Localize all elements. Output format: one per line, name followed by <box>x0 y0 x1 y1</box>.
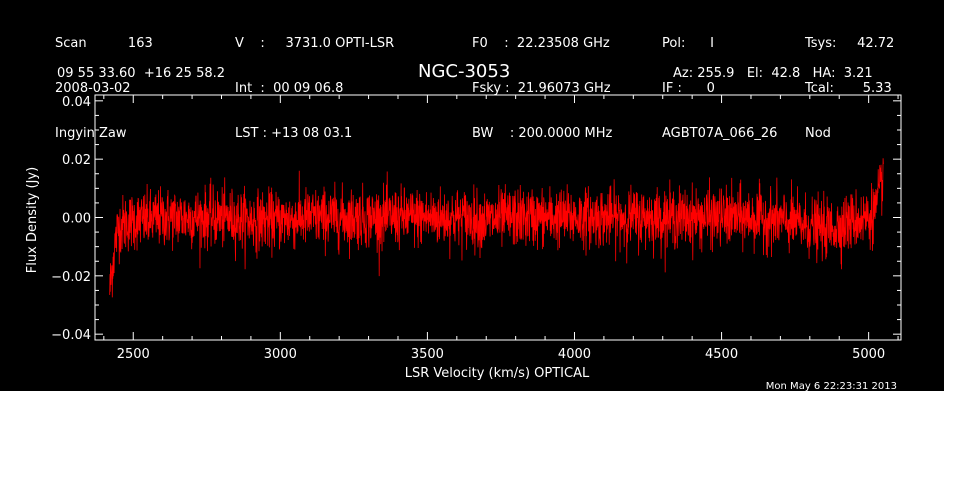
timestamp: Mon May 6 22:23:31 2013 <box>766 381 897 391</box>
tcal-line: Tcal: 5.33 <box>805 81 892 96</box>
x-tick-label: 2500 <box>117 347 150 362</box>
scan-line: Scan 163 <box>55 36 153 51</box>
coordinates: 09 55 33.60 +16 25 58.2 <box>57 66 226 81</box>
observer-line: Ingyin Zaw <box>55 126 127 141</box>
x-tick-label: 5000 <box>852 347 885 362</box>
date-line: 2008-03-02 <box>55 81 131 96</box>
y-tick-label: 0.04 <box>62 95 91 110</box>
x-tick-label: 4000 <box>558 347 591 362</box>
x-axis-label: LSR Velocity (km/s) OPTICAL <box>405 366 590 381</box>
header-col-tsys: Tsys: 42.72 Tcal: 5.33 Nod <box>805 6 894 171</box>
x-tick-label: 3500 <box>411 347 444 362</box>
y-axis-label: Flux Density (Jy) <box>25 167 40 273</box>
y-tick-label: −0.02 <box>51 270 91 285</box>
y-tick-label: 0.00 <box>62 212 91 227</box>
x-tick-label: 4500 <box>705 347 738 362</box>
velocity-line: V : 3731.0 OPTI-LSR <box>235 36 395 51</box>
project-line: AGBT07A_066_26 <box>662 126 778 141</box>
header-col-scan: Scan 163 2008-03-02 Ingyin Zaw <box>55 6 153 171</box>
y-tick-label: 0.02 <box>62 153 91 168</box>
header-col-velocity: V : 3731.0 OPTI-LSR Int : 00 09 06.8 LST… <box>235 6 394 171</box>
mode-line: Nod <box>805 126 831 141</box>
tsys-line: Tsys: 42.72 <box>805 36 895 51</box>
lst-line: LST : +13 08 03.1 <box>235 126 353 141</box>
ticks-layer: 2500 3000 3500 4000 4500 5000 −0.04 −0.02 0.00 0.… <box>51 95 901 362</box>
if-line: IF : 0 <box>662 81 715 96</box>
x-tick-label: 3000 <box>264 347 297 362</box>
source-name: NGC-3053 <box>418 61 511 82</box>
header-col-frequency: F0 : 22.23508 GHz Fsky : 21.96073 GHz BW… <box>472 6 612 171</box>
spectrum-plot: 2500 3000 3500 4000 4500 5000 −0.04 −0.02 0.00 0.… <box>25 94 902 391</box>
y-tick-label: −0.04 <box>51 328 91 343</box>
series-layer <box>109 158 884 298</box>
bandwidth-line: BW : 200.0000 MHz <box>472 126 613 141</box>
f0-line: F0 : 22.23508 GHz <box>472 36 610 51</box>
fsky-line: Fsky : 21.96073 GHz <box>472 81 611 96</box>
integration-line: Int : 00 09 06.8 <box>235 81 344 96</box>
az-el-ha: Az: 255.9 El: 42.8 HA: 3.21 <box>673 66 873 81</box>
pol-line: Pol: I <box>662 36 714 51</box>
header-col-polarization: Pol: I IF : 0 AGBT07A_066_26 <box>662 6 777 171</box>
spectrum-series-line <box>109 158 884 298</box>
plot-canvas: Scan 163 2008-03-02 Ingyin Zaw V : 3731.… <box>0 0 944 391</box>
